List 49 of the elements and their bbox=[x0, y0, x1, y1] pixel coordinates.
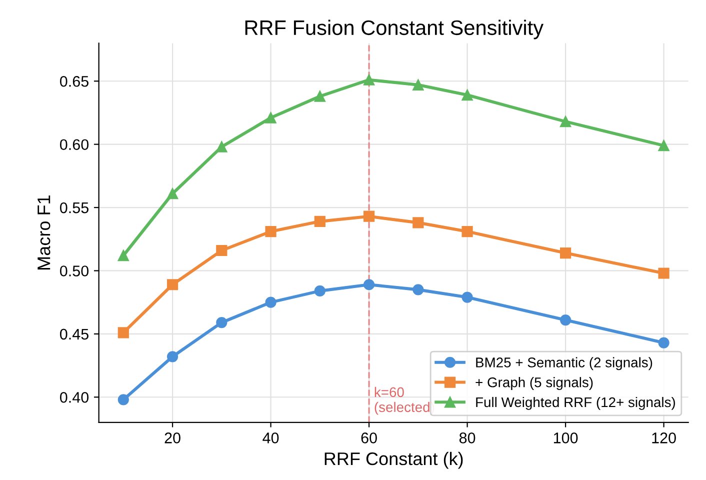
y-tick-label: 0.50 bbox=[60, 266, 89, 276]
point bbox=[314, 90, 326, 102]
chart-title: RRF Fusion Constant Sensitivity bbox=[245, 20, 544, 40]
y-tick-label: 0.55 bbox=[60, 202, 88, 214]
y-tick-label: 0.65 bbox=[60, 76, 88, 87]
point bbox=[363, 210, 375, 222]
point bbox=[462, 89, 473, 101]
x-tick-label: 100 bbox=[554, 432, 578, 444]
point bbox=[658, 268, 670, 279]
point bbox=[658, 140, 670, 152]
point bbox=[118, 394, 129, 406]
x-tick-label: 120 bbox=[652, 432, 676, 444]
point bbox=[560, 314, 572, 326]
point bbox=[265, 296, 276, 308]
ref-line-label: k=60 (selected) bbox=[374, 386, 434, 415]
x-tick-label: 40 bbox=[262, 432, 279, 444]
x-tick-label: 80 bbox=[459, 432, 476, 444]
x-tick-label: 20 bbox=[164, 432, 180, 444]
y-tick-label: 0.60 bbox=[60, 139, 89, 150]
y-tick-label: 0.45 bbox=[60, 328, 88, 340]
y-axis-title: Macro F1 bbox=[38, 196, 50, 270]
point bbox=[166, 279, 178, 290]
point bbox=[265, 226, 276, 238]
point bbox=[462, 292, 473, 303]
legend-label: + Graph (5 signals) bbox=[476, 377, 593, 390]
point bbox=[412, 284, 424, 296]
point bbox=[216, 316, 228, 328]
legend-label: BM25 + Semantic (2 signals) bbox=[476, 357, 652, 370]
point bbox=[412, 217, 424, 228]
point bbox=[363, 279, 375, 290]
point bbox=[462, 226, 473, 238]
point bbox=[658, 337, 670, 348]
legend-label: Full Weighted RRF (12+ signals) bbox=[476, 396, 675, 410]
point bbox=[118, 327, 129, 338]
point bbox=[314, 216, 326, 227]
point bbox=[166, 188, 178, 200]
point bbox=[412, 79, 424, 90]
point bbox=[216, 141, 228, 152]
point bbox=[560, 247, 572, 259]
y-tick-label: 0.40 bbox=[60, 392, 89, 403]
point bbox=[166, 351, 178, 362]
point bbox=[265, 112, 276, 124]
point bbox=[363, 74, 375, 86]
x-tick-label: 60 bbox=[361, 432, 377, 444]
x-axis-title: RRF Constant (k) bbox=[324, 452, 463, 469]
point bbox=[560, 116, 572, 128]
point bbox=[216, 244, 228, 256]
point bbox=[314, 285, 326, 296]
point bbox=[118, 250, 129, 262]
